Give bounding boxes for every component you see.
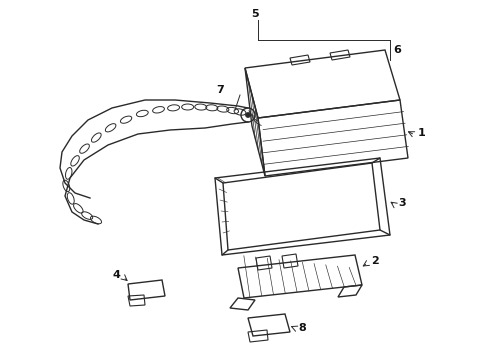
Circle shape — [245, 112, 250, 117]
Text: 2: 2 — [371, 256, 379, 266]
Text: 5: 5 — [251, 9, 259, 19]
Text: 8: 8 — [298, 323, 306, 333]
Text: 3: 3 — [398, 198, 406, 208]
Text: 1: 1 — [418, 128, 426, 138]
Text: 7: 7 — [216, 85, 224, 95]
Text: 4: 4 — [112, 270, 120, 280]
Text: 6: 6 — [393, 45, 401, 55]
